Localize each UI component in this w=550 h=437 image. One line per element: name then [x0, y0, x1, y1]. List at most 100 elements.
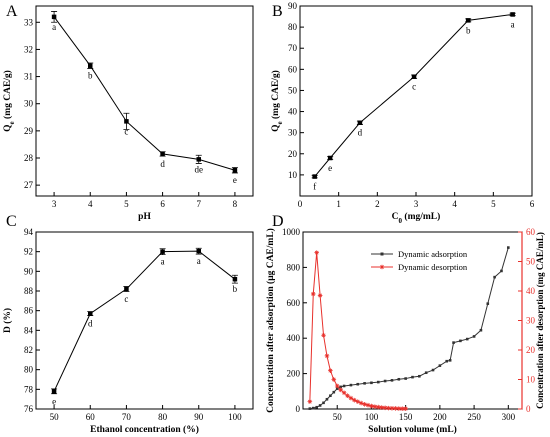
data-point-desorption: [379, 405, 385, 410]
y-tick-label: 31: [24, 72, 33, 82]
y-tick-label: 0: [296, 404, 301, 414]
data-point-adsorption: [452, 341, 455, 344]
data-point-desorption: [382, 405, 388, 411]
data-point-adsorption: [308, 407, 312, 410]
data-point-desorption: [352, 397, 357, 403]
x-tick-label: 3: [414, 199, 419, 209]
x-tick-label: 300: [502, 412, 516, 422]
data-point-desorption: [310, 291, 316, 297]
data-point-desorption: [355, 399, 361, 404]
y-tick-label: 27: [24, 180, 34, 190]
y-tick-label: 50: [288, 85, 298, 95]
x-tick-label: 5: [124, 199, 129, 209]
data-point-adsorption: [315, 405, 318, 409]
y-tick-label: 88: [24, 286, 34, 296]
x-tick-label: 4: [88, 199, 93, 209]
y-tick-label: 92: [24, 247, 33, 257]
series-line: [53, 250, 236, 392]
data-point-desorption: [345, 393, 350, 399]
data-point-desorption: [314, 250, 319, 255]
y-tick-label: 84: [24, 325, 34, 335]
y-axis-title: D (%): [2, 308, 13, 333]
y-tick-label: 80: [24, 365, 34, 375]
data-point-adsorption: [349, 383, 353, 387]
data-point-desorption: [386, 405, 391, 411]
significance-label: e: [52, 396, 56, 406]
significance-label: e: [328, 163, 332, 173]
panel-label: D: [272, 213, 284, 230]
data-point-adsorption: [363, 382, 366, 385]
data-point-adsorption: [486, 302, 490, 305]
panel-a: 3 4 5 6 7 8 27 28 29 30 31 32 33 ApH Qe (mg CAE/g) a b c d…: [2, 3, 254, 222]
data-point-desorption: [334, 383, 340, 389]
significance-label: f: [313, 182, 316, 192]
significance-label: d: [358, 128, 363, 138]
y-tick-label: 40: [288, 107, 298, 117]
data-point-adsorption: [356, 382, 360, 386]
data-point: [51, 14, 57, 20]
right-tick-label: 20: [526, 345, 536, 355]
x-axis-title: Solution volume (mL): [368, 424, 457, 435]
data-point-adsorption: [431, 368, 435, 372]
x-tick-label: 50: [333, 412, 343, 422]
x-tick-label: 1: [336, 199, 341, 209]
significance-label: c: [124, 126, 128, 136]
data-point-desorption: [348, 395, 354, 401]
data-point: [196, 157, 201, 162]
y-tick-label: 60: [288, 64, 298, 74]
x-tick-label: 3: [52, 199, 57, 209]
x-axis-title: pH: [138, 212, 151, 222]
right-tick-label: 0: [526, 404, 531, 414]
x-tick-label: 70: [122, 412, 132, 422]
y-tick-label: 29: [24, 126, 34, 136]
y-tick-label: 200: [287, 369, 301, 379]
data-point-adsorption: [370, 381, 373, 385]
data-point: [160, 151, 165, 157]
y-axis-title: Qe (mg CAE/g): [270, 70, 284, 132]
x-tick-label: 80: [158, 412, 168, 422]
data-point: [124, 119, 129, 124]
x-tick-label: 7: [197, 199, 202, 209]
plot-frame: [35, 231, 254, 410]
y-tick-label: 94: [24, 227, 34, 237]
significance-label: c: [124, 294, 128, 304]
series-line: [314, 13, 513, 177]
x-tick-label: 0: [298, 199, 303, 209]
data-point-adsorption: [438, 364, 442, 367]
y-tick-label: 800: [287, 262, 301, 272]
y-tick-label: 30: [24, 99, 34, 109]
data-point: [88, 63, 93, 68]
data-point-adsorption: [472, 335, 476, 338]
right-tick-label: 60: [526, 227, 536, 237]
significance-label: de: [195, 164, 204, 174]
data-point: [160, 249, 165, 254]
y-tick-label: 20: [288, 149, 298, 159]
data-point-desorption: [341, 390, 347, 396]
x-tick-label: 60: [86, 412, 96, 422]
data-point: [510, 12, 515, 17]
data-point-desorption: [372, 404, 378, 409]
data-point: [465, 18, 471, 23]
data-point-desorption: [362, 401, 367, 407]
data-point-desorption: [389, 405, 395, 411]
data-point-desorption: [331, 377, 337, 382]
x-tick-label: 4: [452, 199, 457, 209]
data-point-desorption: [321, 332, 326, 338]
significance-label: a: [511, 19, 515, 29]
significance-label: b: [88, 71, 93, 81]
x-tick-label: 100: [365, 412, 379, 422]
y-tick-label: 1000: [282, 227, 301, 237]
y-axis-title: Qe (mg CAE/g): [2, 70, 16, 132]
y-axis-title: Concentration after adsorption (μg CAE/m…: [265, 228, 276, 413]
significance-label: a: [197, 256, 201, 266]
data-point-adsorption: [342, 384, 346, 388]
panel-d: 50 100 150 200 250 30002004006008001000DSolut…: [265, 213, 545, 435]
data-point-adsorption: [493, 275, 496, 279]
data-point: [196, 248, 201, 254]
data-point: [357, 120, 363, 125]
series-line: [53, 16, 236, 171]
data-point-adsorption: [390, 379, 394, 382]
x-tick-label: 2: [375, 199, 380, 209]
y-tick-label: 90: [288, 1, 298, 11]
